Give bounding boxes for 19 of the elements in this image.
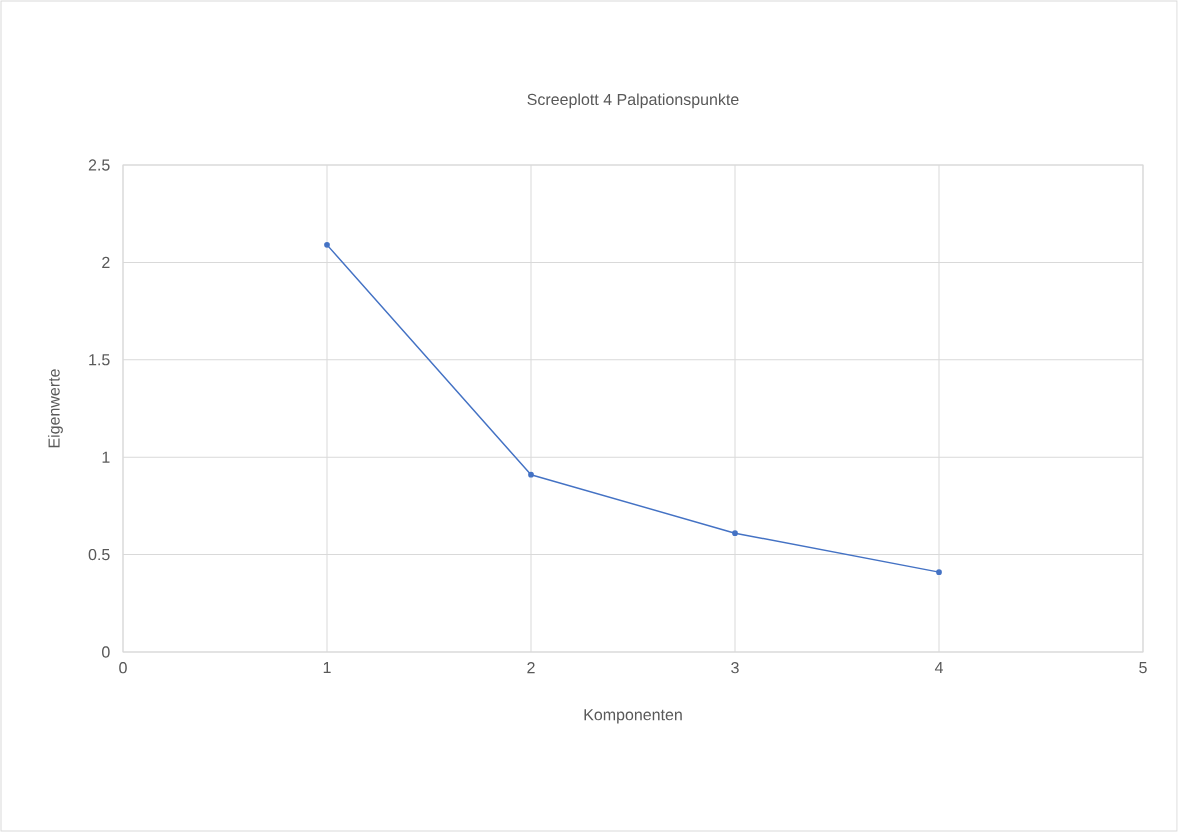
x-tick-label: 2 — [527, 662, 535, 674]
x-tick-label: 0 — [119, 662, 127, 674]
y-tick-label: 1 — [102, 451, 110, 463]
point — [936, 569, 942, 575]
chart-title: Screeplott 4 Palpationspunkte — [527, 93, 739, 109]
y-tick-label: 2 — [102, 256, 110, 268]
x-tick-label: 1 — [323, 662, 331, 674]
point — [732, 530, 738, 537]
x-tick-label: 5 — [1139, 662, 1147, 674]
y-tick-label: 2.5 — [88, 159, 110, 171]
y-tick-label: 0.5 — [88, 548, 110, 561]
x-axis-title: Komponenten — [584, 709, 682, 724]
x-tick-label: 3 — [731, 662, 739, 674]
point — [528, 471, 534, 478]
x-tick-label: 4 — [934, 662, 943, 674]
y-axis-title: Eigenwerte — [47, 369, 63, 448]
y-tick-label: 1.5 — [89, 354, 110, 366]
point — [324, 241, 330, 248]
y-tick-label: 0 — [102, 646, 110, 658]
